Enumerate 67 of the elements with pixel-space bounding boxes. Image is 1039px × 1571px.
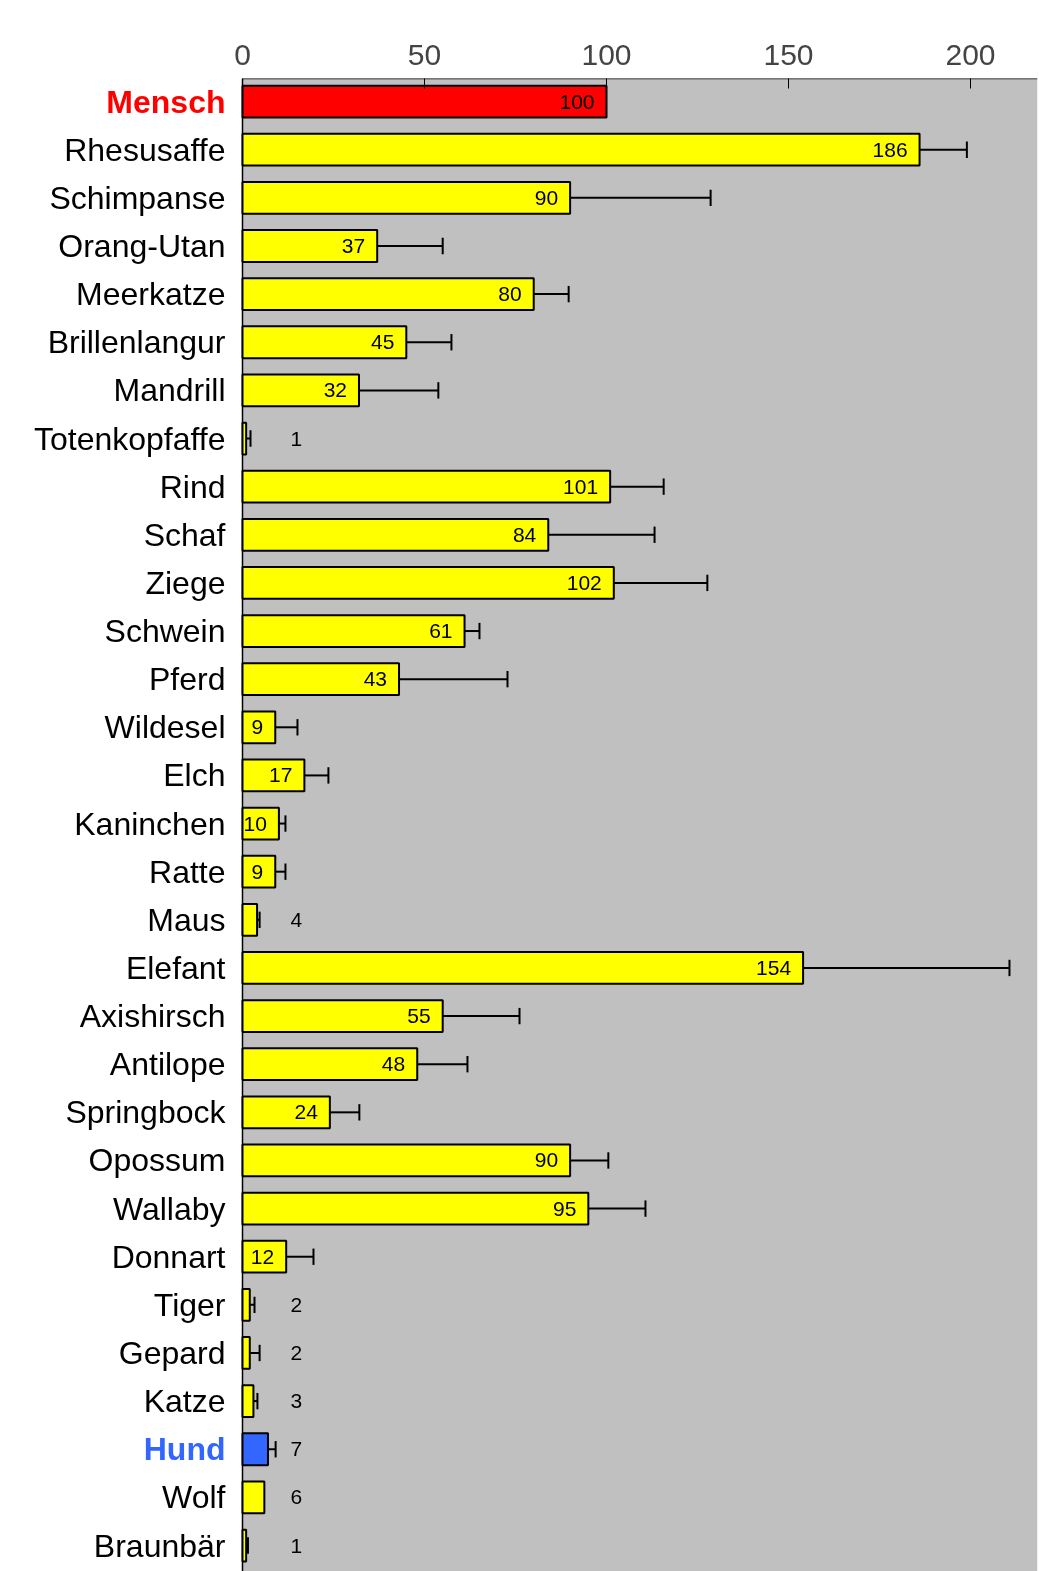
x-tick-label: 100 — [581, 37, 632, 71]
x-tick-label: 200 — [945, 37, 996, 71]
data-label: 9 — [251, 715, 264, 739]
data-label: 2 — [290, 1292, 303, 1316]
y-tick-label: Brillenlangur — [47, 324, 226, 361]
data-label: 3 — [290, 1389, 303, 1413]
y-tick-label: Schwein — [104, 613, 226, 650]
data-label: 61 — [429, 619, 453, 643]
data-label: 55 — [407, 1004, 431, 1028]
data-label: 37 — [341, 233, 366, 257]
y-tick-label: Hund — [143, 1431, 226, 1468]
y-tick-label: Braunbär — [93, 1527, 226, 1564]
data-label: 48 — [381, 1052, 406, 1076]
data-label: 1 — [290, 426, 303, 450]
y-tick-label: Schimpanse — [49, 179, 226, 216]
data-label: 17 — [269, 763, 293, 787]
x-tick-label: 150 — [763, 37, 814, 71]
y-tick-label: Wolf — [162, 1479, 226, 1516]
data-label: 154 — [756, 955, 792, 979]
data-label: 80 — [498, 282, 522, 306]
y-tick-label: Antilope — [109, 1046, 226, 1083]
data-label: 90 — [534, 185, 559, 209]
y-tick-label: Meerkatze — [76, 276, 226, 313]
y-tick-label: Rhesusaffe — [64, 131, 226, 168]
data-label: 1 — [290, 1533, 303, 1557]
data-label: 101 — [563, 474, 599, 498]
y-tick-label: Axishirsch — [79, 998, 226, 1035]
y-tick-label: Mandrill — [113, 372, 226, 409]
data-label: 45 — [370, 330, 395, 354]
y-tick-label: Ratte — [149, 853, 226, 890]
data-label: 2 — [290, 1340, 303, 1364]
data-label: 7 — [290, 1437, 303, 1461]
x-tick-label: 0 — [234, 37, 251, 71]
y-tick-label: Rind — [159, 468, 226, 505]
y-tick-label: Opossum — [88, 1142, 226, 1179]
y-tick-label: Ziege — [145, 564, 226, 601]
y-tick-label: Wallaby — [112, 1190, 226, 1227]
data-label: 32 — [323, 378, 347, 402]
y-tick-label: Tiger — [153, 1286, 226, 1323]
y-tick-label: Donnart — [111, 1238, 226, 1275]
data-label: 102 — [566, 570, 602, 594]
y-tick-label: Katze — [143, 1383, 226, 1420]
data-label: 10 — [243, 811, 267, 835]
y-tick-label: Kaninchen — [74, 805, 226, 842]
y-tick-label: Orang-Utan — [58, 227, 226, 264]
y-tick-label: Wildesel — [104, 709, 226, 746]
data-label: 186 — [872, 137, 908, 161]
y-tick-label: Maus — [147, 901, 226, 938]
data-label: 9 — [251, 859, 264, 883]
y-tick-label: Elch — [163, 757, 226, 794]
x-tick-label: 50 — [407, 37, 442, 71]
y-tick-label: Elefant — [125, 949, 226, 986]
data-label: 43 — [363, 667, 388, 691]
data-label: 100 — [559, 89, 595, 113]
y-tick-label: Gepard — [118, 1334, 226, 1371]
data-label: 12 — [250, 1244, 275, 1268]
y-tick-label: Mensch — [106, 83, 226, 120]
data-label: 95 — [552, 1196, 577, 1220]
data-label: 6 — [290, 1485, 303, 1509]
y-tick-label: Pferd — [149, 661, 226, 698]
y-tick-label: Springbock — [65, 1094, 227, 1131]
data-label: 84 — [512, 522, 537, 546]
data-label: 4 — [290, 907, 303, 931]
y-tick-label: Totenkopfaffe — [33, 420, 226, 457]
data-label: 90 — [534, 1148, 559, 1172]
data-label: 24 — [294, 1100, 319, 1124]
y-tick-label: Schaf — [143, 516, 226, 553]
